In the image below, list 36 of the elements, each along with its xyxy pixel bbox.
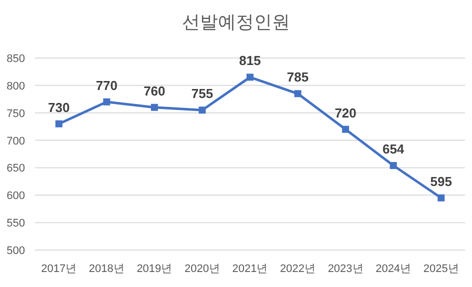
point — [198, 106, 206, 114]
data-label: 770 — [96, 78, 118, 93]
point — [103, 98, 110, 106]
point — [342, 126, 350, 133]
y-tick-label: 700 — [6, 135, 25, 148]
data-label: 785 — [286, 70, 309, 85]
data-label: 730 — [48, 100, 70, 115]
data-label: 815 — [239, 53, 261, 68]
y-tick-label: 550 — [6, 218, 25, 230]
y-tick-label: 800 — [6, 80, 25, 92]
data-label: 755 — [191, 86, 214, 102]
point — [150, 104, 158, 111]
point — [294, 90, 302, 98]
y-tick-label: 850 — [6, 53, 25, 65]
data-label: 760 — [144, 83, 166, 98]
point — [438, 194, 445, 202]
y-tick-label: 750 — [6, 108, 25, 120]
x-tick-label: 2023년 — [328, 263, 364, 275]
x-tick-label: 2019년 — [136, 263, 172, 275]
x-tick-label: 2025년 — [423, 263, 459, 275]
data-label: 654 — [382, 142, 405, 157]
x-tick-label: 2022년 — [280, 263, 316, 275]
y-tick-label: 500 — [6, 245, 25, 257]
data-label: 595 — [430, 174, 452, 189]
point — [390, 162, 397, 170]
x-tick-label: 2020년 — [184, 263, 220, 275]
point — [55, 120, 62, 128]
x-tick-label: 2018년 — [88, 263, 124, 275]
point — [246, 74, 254, 81]
y-tick-label: 650 — [6, 162, 25, 175]
x-tick-label: 2017년 — [41, 263, 77, 275]
chart-title: 선발예정인원 — [182, 12, 290, 32]
y-tick-label: 600 — [6, 190, 25, 202]
x-tick-label: 2024년 — [376, 263, 412, 275]
x-tick-label: 2021년 — [232, 263, 268, 275]
data-label: 720 — [334, 105, 356, 120]
